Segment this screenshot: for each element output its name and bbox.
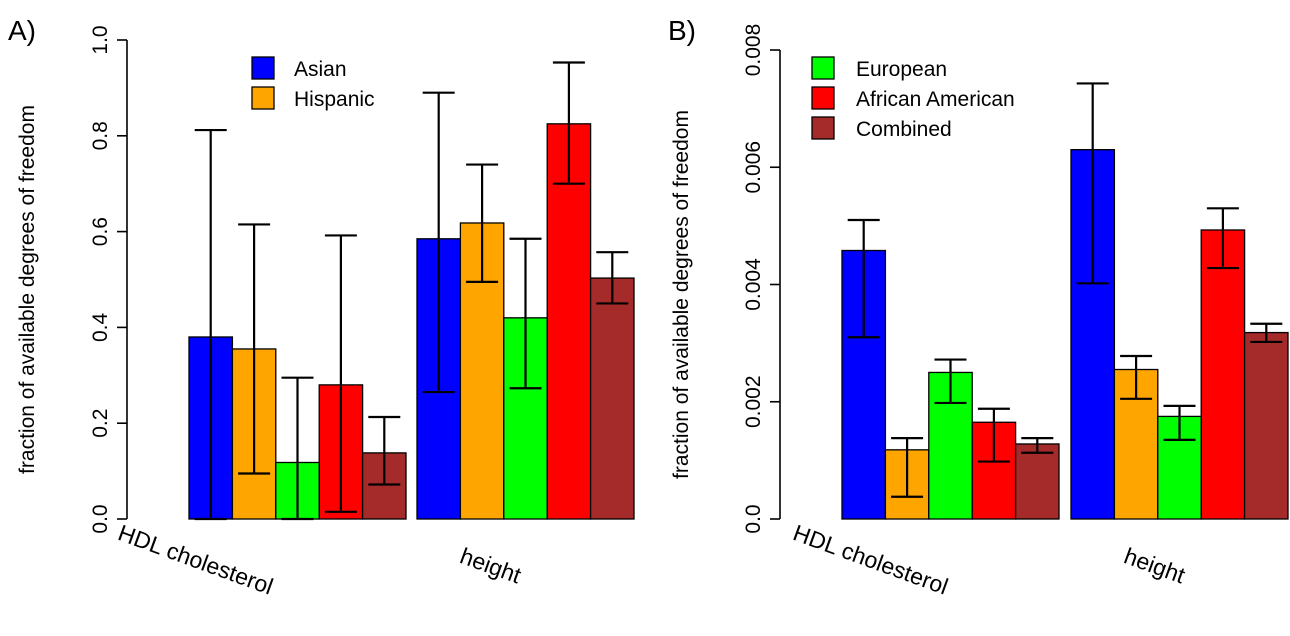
panel-a-legend-label: Asian xyxy=(294,58,347,81)
panel-a-legend-swatch xyxy=(251,56,275,80)
panel-b-legend-label: African American xyxy=(856,88,1015,111)
panel-b-bar xyxy=(1243,331,1289,520)
panel-b-legend-label: Combined xyxy=(856,118,952,141)
panel-b-panel-label: B) xyxy=(668,15,696,46)
panel-b-legend-label: European xyxy=(856,58,947,81)
panel-b-legend-swatch xyxy=(811,56,835,80)
panel-a-y-tick-label: 0.0 xyxy=(89,504,112,533)
panel-b-bar xyxy=(1014,443,1060,520)
panel-b-y-tick-label: 0.006 xyxy=(742,141,765,194)
panel-a-y-tick-label: 0.8 xyxy=(89,121,112,150)
panel-a-category-label: HDL cholesterol xyxy=(115,519,277,599)
panel-a-category-label: height xyxy=(457,543,525,589)
panel-a-y-axis-title: fraction of available degrees of freedom xyxy=(16,105,39,474)
panel-a-y-tick-label: 0.4 xyxy=(89,312,112,342)
panel-b-category-label: height xyxy=(1121,543,1189,589)
panel-b-y-tick-label: 0.002 xyxy=(742,375,765,428)
panel-b-legend-swatch xyxy=(811,86,835,110)
panel-b-y-tick-label: 0.004 xyxy=(742,258,765,311)
panel-b-y-axis-title: fraction of available degrees of freedom xyxy=(670,110,693,479)
panel-a-panel-label: A) xyxy=(8,15,36,46)
panel-a-legend-label: Hispanic xyxy=(294,88,375,111)
panel-a-bar xyxy=(589,277,635,520)
panel-a-y-tick-label: 0.2 xyxy=(89,409,112,438)
panel-a-y-tick-label: 0.6 xyxy=(89,217,112,246)
panel-b-bar xyxy=(1200,229,1246,520)
panel-b-legend-swatch xyxy=(811,116,835,140)
panel-b-y-tick-label: 0.008 xyxy=(742,24,765,77)
panel-a-legend-swatch xyxy=(251,86,275,110)
panel-b-y-tick-label: 0.0 xyxy=(742,504,765,533)
panel-a-y-tick-label: 1.0 xyxy=(89,25,112,54)
panel-b-category-label: HDL cholesterol xyxy=(790,519,952,599)
